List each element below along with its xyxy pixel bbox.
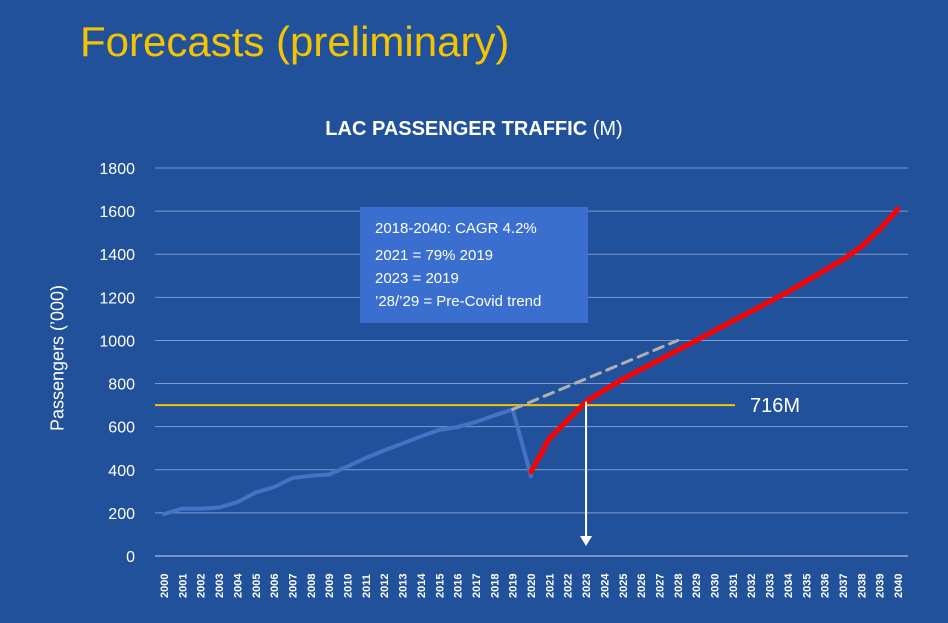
x-tick-label-2021: 2021	[544, 574, 556, 598]
x-tick-label-2030: 2030	[710, 574, 722, 598]
y-tick-label-0: 0	[126, 549, 135, 566]
x-tick-label-2007: 2007	[287, 574, 299, 598]
x-tick-label-2024: 2024	[599, 573, 611, 598]
x-tick-label-2000: 2000	[159, 574, 171, 598]
y-tick-label-400: 400	[108, 463, 135, 480]
y-tick-labels: 0 200 400 600 800 1000 1200 1400 1600 1800	[99, 161, 135, 566]
x-tick-label-2034: 2034	[783, 573, 795, 598]
x-tick-label-2016: 2016	[453, 574, 465, 598]
x-tick-label-2039: 2039	[875, 574, 887, 598]
x-tick-label-2014: 2014	[416, 573, 428, 598]
x-tick-label-2005: 2005	[251, 574, 263, 598]
x-tick-label-2010: 2010	[343, 574, 355, 598]
x-tick-label-2029: 2029	[691, 574, 703, 598]
x-tick-label-2001: 2001	[177, 574, 189, 598]
x-tick-label-2031: 2031	[728, 574, 740, 598]
x-tick-labels: 2000 2001 2002 2003 2004 2005 2006 2007 2008 2009…	[159, 573, 905, 598]
x-tick-label-2023: 2023	[581, 574, 593, 598]
annotation-box: 2018-2040: CAGR 4.2% 2021 = 79% 2019 202…	[360, 207, 588, 323]
x-tick-label-2008: 2008	[306, 574, 318, 598]
x-tick-label-2019: 2019	[508, 574, 520, 598]
annotation-line-2023: 2023 = 2019	[375, 270, 459, 287]
x-tick-label-2028: 2028	[673, 574, 685, 598]
x-tick-label-2003: 2003	[214, 574, 226, 598]
x-tick-label-2036: 2036	[820, 574, 832, 598]
reference-line-label: 716M	[750, 395, 801, 417]
x-tick-label-2017: 2017	[471, 574, 483, 598]
x-tick-label-2025: 2025	[618, 574, 630, 598]
chart-title-unit: (M)	[587, 118, 623, 140]
x-tick-label-2033: 2033	[765, 574, 777, 598]
x-tick-label-2012: 2012	[379, 574, 391, 598]
chart-title: LAC PASSENGER TRAFFIC (M)	[0, 118, 948, 141]
x-tick-label-2018: 2018	[489, 574, 501, 598]
series-forecast	[528, 206, 901, 475]
y-axis-label: Passengers (’000)	[47, 284, 68, 432]
y-tick-label-1800: 1800	[99, 161, 135, 178]
series-historical	[162, 407, 533, 516]
x-tick-label-2020: 2020	[526, 574, 538, 598]
x-tick-label-2009: 2009	[324, 574, 336, 598]
y-tick-label-600: 600	[108, 420, 135, 437]
chart-title-main: LAC PASSENGER TRAFFIC	[325, 118, 588, 140]
y-tick-label-1000: 1000	[99, 333, 135, 350]
x-tick-label-2015: 2015	[434, 574, 446, 598]
arrow-layer	[580, 401, 593, 546]
y-tick-label-1400: 1400	[99, 247, 135, 264]
x-tick-label-2004: 2004	[232, 573, 244, 598]
x-tick-label-2011: 2011	[361, 574, 373, 598]
y-tick-label-1600: 1600	[99, 204, 135, 221]
marker-arrow-head	[580, 536, 593, 546]
x-tick-label-2035: 2035	[801, 574, 813, 598]
x-tick-label-2038: 2038	[856, 574, 868, 598]
y-tick-label-800: 800	[108, 377, 135, 394]
y-tick-label-200: 200	[108, 506, 135, 523]
y-tick-label-1200: 1200	[99, 290, 135, 307]
x-tick-label-2027: 2027	[654, 574, 666, 598]
annotation-line-cagr: 2018-2040: CAGR 4.2%	[375, 220, 537, 237]
series-layer	[162, 206, 901, 516]
annotation-line-trend: ’28/’29 = Pre-Covid trend	[375, 293, 542, 310]
x-tick-label-2026: 2026	[636, 574, 648, 598]
x-tick-label-2013: 2013	[398, 574, 410, 598]
x-tick-label-2037: 2037	[838, 574, 850, 598]
x-tick-label-2022: 2022	[563, 574, 575, 598]
annotation-line-2021: 2021 = 79% 2019	[375, 247, 494, 264]
x-tick-label-2002: 2002	[196, 574, 208, 598]
x-tick-label-2032: 2032	[746, 574, 758, 598]
slide-title: Forecasts (preliminary)	[80, 18, 510, 65]
series-pre-covid-trend	[511, 338, 680, 411]
x-tick-label-2040: 2040	[893, 574, 905, 598]
x-tick-label-2006: 2006	[269, 574, 281, 598]
